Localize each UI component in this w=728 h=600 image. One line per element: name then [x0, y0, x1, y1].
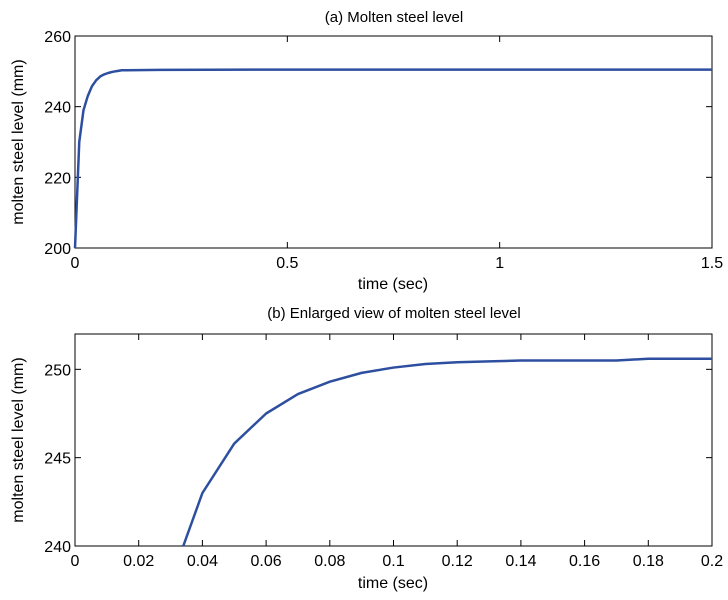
- x-tick-label: 0.5: [276, 255, 298, 272]
- y-tick-label: 200: [44, 241, 71, 258]
- plot-area: [74, 333, 713, 547]
- tick-group: 0 0.02 0.04 0.06 0.08 0.1 0.12 0.14 0.16 0.18 0.2 2…: [44, 334, 723, 570]
- y-axis-label: molten steel level (mm): [10, 59, 27, 224]
- series-line: [182, 357, 712, 547]
- x-tick-label: 0.1: [382, 553, 404, 570]
- y-tick-label: 260: [44, 29, 71, 46]
- y-tick-label: 245: [44, 451, 71, 468]
- x-tick-label: 0.2: [701, 553, 723, 570]
- x-tick-label: 0.06: [251, 553, 282, 570]
- plot-area: [74, 35, 713, 249]
- x-tick-label: 0: [71, 553, 80, 570]
- x-tick-label: 0.18: [633, 553, 664, 570]
- y-axis-label: molten steel level (mm): [10, 357, 27, 522]
- series-group: [73, 68, 712, 249]
- chart-molten-steel-level: (a) Molten steel level 0 0.5 1 1.5 200 220 240…: [10, 9, 723, 293]
- x-tick-label: 0.08: [314, 553, 345, 570]
- y-tick-label: 250: [44, 362, 71, 379]
- chart-enlarged-molten-steel-level: (b) Enlarged view of molten steel level …: [10, 305, 723, 592]
- x-tick-label: 0.02: [123, 553, 154, 570]
- x-tick-label: 1.5: [701, 255, 723, 272]
- x-tick-label: 0.12: [442, 553, 473, 570]
- y-tick-label: 240: [44, 539, 71, 556]
- x-tick-label: 0.04: [187, 553, 218, 570]
- x-axis-label: time (sec): [358, 575, 428, 592]
- y-tick-label: 240: [44, 100, 71, 117]
- x-tick-label: 0: [71, 255, 80, 272]
- chart-title: (a) Molten steel level: [325, 9, 463, 26]
- x-tick-label: 0.14: [505, 553, 536, 570]
- y-tick-label: 220: [44, 170, 71, 187]
- series-line: [73, 68, 712, 249]
- chart-title: (b) Enlarged view of molten steel level: [267, 305, 520, 322]
- x-axis-label: time (sec): [358, 276, 428, 293]
- tick-group: 0 0.5 1 1.5 200 220 240 260: [44, 29, 723, 272]
- x-tick-label: 0.16: [569, 553, 600, 570]
- series-group: [182, 357, 712, 547]
- x-tick-label: 1: [495, 255, 504, 272]
